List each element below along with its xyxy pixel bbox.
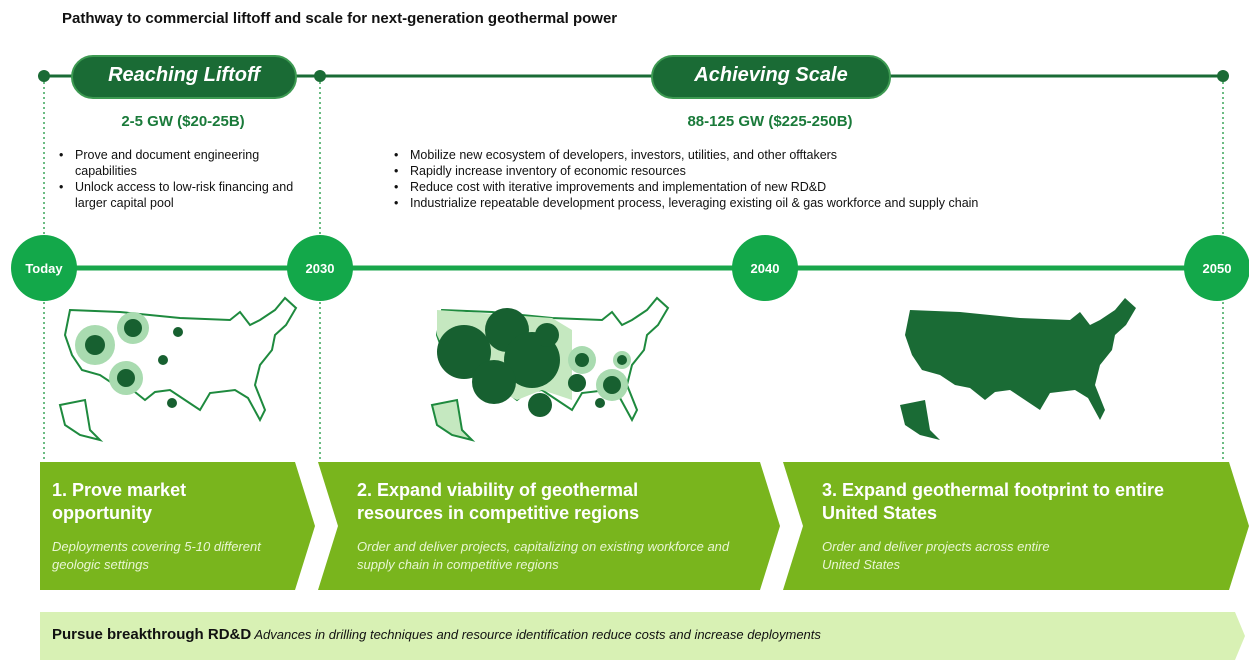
bullet-list: Mobilize new ecosystem of developers, in… <box>390 147 1230 211</box>
phase-capacity: 2-5 GW ($20-25B) <box>121 113 245 130</box>
phase-label: Reaching Liftoff <box>108 64 260 86</box>
stage-title: 2. Expand viability of geothermal resour… <box>357 480 640 523</box>
bullet: Mobilize new ecosystem of developers, in… <box>394 147 1230 163</box>
milestone: 2040 <box>750 261 780 276</box>
bullet: Rapidly increase inventory of economic r… <box>394 163 1230 179</box>
stage-description: Order and deliver projects, capitalizing… <box>357 539 730 572</box>
phase-label: Achieving Scale <box>694 64 848 86</box>
map-1 <box>59 297 297 441</box>
stage-description: Deployments covering 5-10 different geol… <box>52 539 261 572</box>
dot <box>38 70 50 82</box>
stage-description: Order and deliver projects across entire… <box>822 539 1050 572</box>
stage-chevrons <box>40 462 1249 590</box>
stage-title: 3. Expand geothermal footprint to entire… <box>822 480 1165 523</box>
stage-title: 1. Prove market opportunity <box>52 480 187 523</box>
milestone: 2030 <box>305 261 335 276</box>
title: Pathway to commercial liftoff and scale … <box>62 10 618 27</box>
dot <box>1217 70 1229 82</box>
bullet: Industrialize repeatable development pro… <box>394 195 1230 211</box>
bullet: Reduce cost with iterative improvements … <box>394 179 1230 195</box>
bullet: Unlock access to low-risk financing and … <box>59 179 315 211</box>
rdd-title: Pursue breakthrough RD&D <box>52 626 252 643</box>
rdd-bar <box>40 612 1245 660</box>
bullet: Prove and document engineering capabilit… <box>59 147 315 179</box>
milestone-circles <box>11 235 1249 301</box>
milestone: 2050 <box>1202 261 1232 276</box>
bullet-list: Prove and document engineering capabilit… <box>55 147 315 211</box>
phase-pill <box>651 55 891 99</box>
phase-pill <box>71 55 297 99</box>
rdd-description: Advances in drilling techniques and reso… <box>254 627 821 642</box>
map-3 <box>900 298 1136 440</box>
map-2 <box>431 297 669 441</box>
phase-capacity: 88-125 GW ($225-250B) <box>687 113 853 130</box>
milestone: Today <box>25 261 63 276</box>
dot <box>314 70 326 82</box>
rdd-text: Pursue breakthrough RD&D Advances in dri… <box>52 626 821 643</box>
